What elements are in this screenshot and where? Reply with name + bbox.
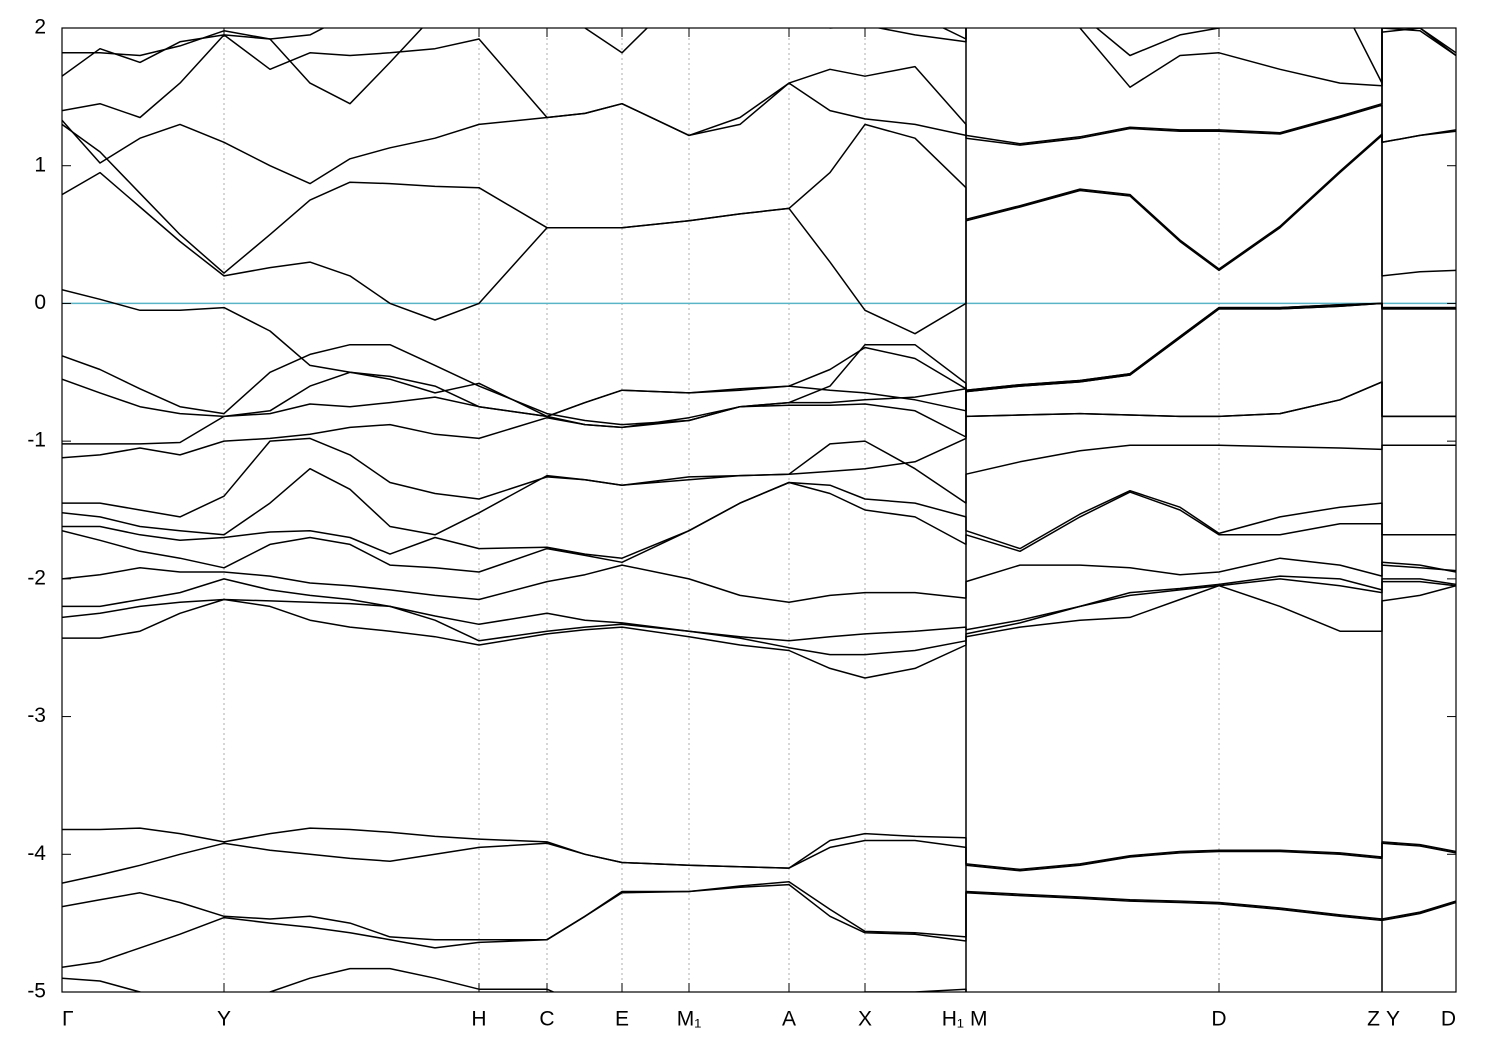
band-line (62, 28, 1456, 84)
bands (62, 28, 1456, 992)
band-line (62, 578, 1456, 656)
band-line (62, 575, 1456, 642)
x-tick-label: D (1211, 1008, 1226, 1031)
band-line (62, 839, 1456, 884)
x-tick-label: C (539, 1008, 554, 1031)
y-tick-label: 1 (34, 153, 46, 176)
y-tick-label: -2 (27, 566, 46, 589)
band-line (62, 302, 1456, 418)
x-tick-label: M (970, 1008, 988, 1031)
band-line (62, 302, 1456, 445)
x-tick-label: E (615, 1008, 629, 1031)
plot-frame (61, 27, 1457, 993)
x-tick-label: Γ (62, 1008, 74, 1031)
band-line (62, 557, 1456, 604)
x-tick-label: D (1441, 1008, 1456, 1031)
y-tick-label: -1 (27, 429, 46, 452)
x-tick-label: M₁ (677, 1008, 702, 1031)
band-line (62, 82, 1456, 185)
x-tick-label: Y (217, 1008, 231, 1031)
band-line (62, 481, 1456, 572)
grid (62, 28, 1456, 992)
x-tick-label: H₁ (942, 1008, 964, 1031)
band-line (62, 440, 1456, 536)
x-tick-label: A (782, 1008, 796, 1031)
x-tick-label: H (471, 1008, 486, 1031)
band-line (62, 827, 1456, 871)
band-line (62, 881, 1456, 941)
x-tick-label: Y (1386, 1008, 1400, 1031)
y-tick-label: 2 (34, 16, 46, 39)
y-tick-label: 0 (34, 291, 46, 314)
band-line (62, 28, 1456, 105)
band-line (62, 28, 1456, 145)
band-line (62, 123, 1456, 274)
x-tick-label: X (858, 1008, 872, 1031)
band-line (62, 883, 1456, 968)
band-line (62, 584, 1456, 679)
x-tick-label: Z (1367, 1008, 1380, 1031)
y-tick-label: -3 (27, 704, 46, 727)
band-line (62, 967, 967, 992)
y-tick-label: -5 (27, 980, 46, 1003)
band-line (62, 288, 1456, 429)
band-line (62, 302, 1456, 459)
y-tick-label: -4 (27, 842, 46, 865)
band-line (62, 381, 1456, 518)
